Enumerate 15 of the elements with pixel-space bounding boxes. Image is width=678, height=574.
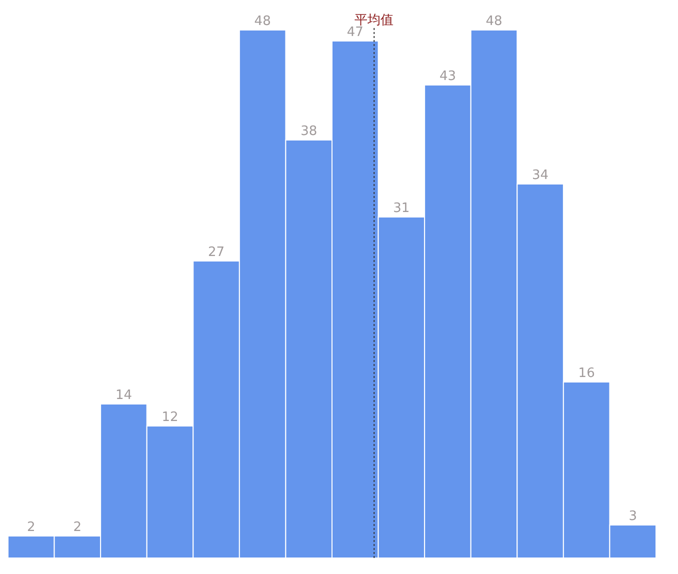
data-label: 43 (439, 69, 456, 84)
data-label: 2 (73, 520, 82, 535)
data-label: 38 (300, 124, 318, 139)
data-label: 12 (162, 410, 178, 425)
data-label: 48 (254, 14, 271, 29)
data-label: 27 (208, 245, 225, 260)
data-label: 48 (486, 14, 502, 29)
data-label: 16 (578, 366, 595, 381)
data-label: 31 (393, 201, 410, 216)
text: 平均值 (354, 13, 394, 28)
data-label: 34 (532, 168, 549, 183)
data-label: 14 (115, 388, 132, 403)
data-label: 47 (346, 25, 364, 40)
data-label: 3 (628, 509, 637, 524)
data-label: 2 (27, 520, 36, 535)
